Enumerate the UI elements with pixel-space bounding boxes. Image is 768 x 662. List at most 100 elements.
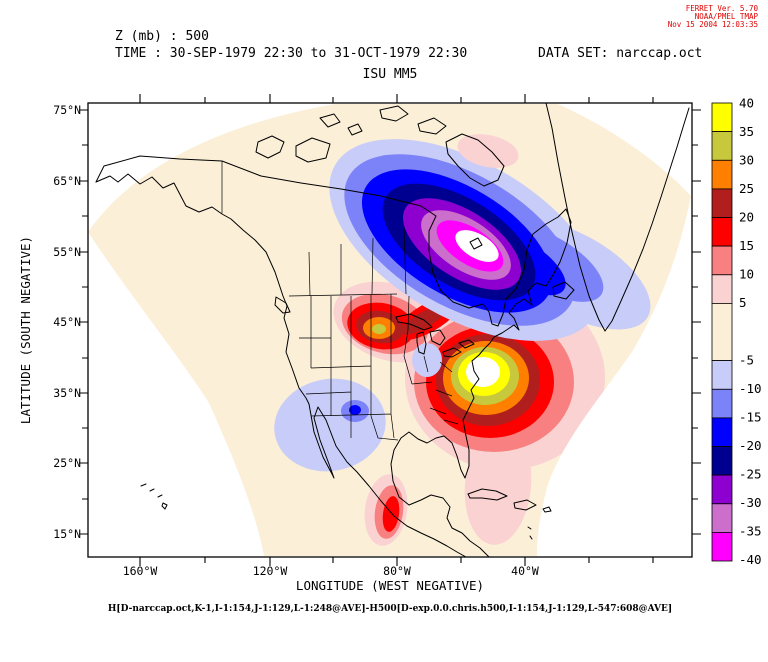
north-america-east-coast [95,155,572,557]
colorbar-label-m35: -35 [739,524,762,539]
hawaii-islands [140,483,168,510]
x-tick-80w: 80°W [383,564,411,578]
colorbar-label-20: 20 [739,210,754,225]
ferret-version-credit: FERRET Ver. 5.70 [686,4,759,13]
state-province-borders [288,227,459,441]
coastlines [95,103,690,557]
colorbar-cell-35to40 [711,102,733,133]
colorbar-cell-10to15 [711,245,733,276]
arctic-island-devon [417,117,447,135]
plot-timestamp: Nov 15 2004 12:03:35 [668,20,758,29]
colorbar-cell-m35tom30 [711,503,733,533]
variable-title: Z (mb) : 500 [115,29,209,44]
plot-frame [87,102,693,558]
colorbar-cell-m30tom25 [711,474,733,505]
north-america-west-coast [95,173,467,557]
y-tick-25n: 25°N [53,456,81,470]
colorbar-cell-m20tom15 [711,417,733,447]
colorbar-cells [711,102,733,562]
colorbar-label-15: 15 [739,238,754,253]
axis-ticks [79,94,701,566]
time-range-title: TIME : 30-SEP-1979 22:30 to 31-OCT-1979 … [115,46,467,61]
greenland-coast [545,103,690,332]
colorbar-label-10: 10 [739,267,754,282]
colorbar-label-m5: -5 [739,353,754,368]
y-major-ticks [79,109,701,535]
colorbar-cell-m40tom35 [711,532,733,562]
arctic-island-baffin [445,133,505,187]
y-minor-ticks [82,144,698,500]
colorbar-label-25: 25 [739,181,754,196]
island-cuba [467,488,508,501]
noaa-pmel-credit: NOAA/PMEL TMAP [695,12,759,21]
colorbar-label-40: 40 [739,96,754,111]
east-blob-over40 [466,357,500,387]
colorbar-label-m20: -20 [739,438,762,453]
colorbar-cell-m15tom10 [711,388,733,419]
x-tick-labels: 160°W 120°W 80°W 40°W [123,564,539,578]
colorbar-label-5: 5 [739,295,747,310]
colorbar-cell-15to20 [711,217,733,247]
colorbar-cell-m10tom5 [711,360,733,390]
y-tick-15n: 15°N [53,527,81,541]
lake-ontario [458,339,475,349]
arctic-island-small-1 [319,113,341,128]
island-puerto-rico [542,506,552,513]
colorbar-label-35: 35 [739,124,754,139]
colorbar-label-m15: -15 [739,410,762,425]
southwest-dot-m15tom20 [349,405,361,415]
canadian-province-borders [308,227,407,297]
colorbar-cell-m25tom20 [711,446,733,476]
island-vancouver [274,296,291,314]
colorbar-labels: 40 35 30 25 20 15 10 5 -5 -10 -15 -20 -2… [739,96,762,568]
x-major-ticks [139,94,526,566]
y-tick-45n: 45°N [53,315,81,329]
x-tick-160w: 160°W [123,564,158,578]
east-blob-south-5to10 [464,425,532,545]
eastern-state-borders [423,355,459,425]
island-newfoundland [552,281,575,300]
map-area [88,103,691,557]
y-tick-35n: 35°N [53,386,81,400]
x-axis-title: LONGITUDE (WEST NEGATIVE) [296,578,484,593]
y-tick-labels: 75°N 65°N 55°N 45°N 35°N 25°N 15°N [53,103,81,541]
x-minor-ticks [204,97,654,563]
western-state-borders [299,294,399,441]
arctic-island-banks [255,135,285,159]
island-southampton [469,237,483,250]
ohio-patch-m5tom10 [412,343,442,377]
ferret-expression: H[D-narccap.oct,K-1,I-1:154,J-1:129,L-1:… [108,604,672,614]
x-tick-120w: 120°W [253,564,288,578]
colorbar-cell-30to35 [711,131,733,161]
y-tick-65n: 65°N [53,174,81,188]
y-axis-title: LATITUDE (SOUTH NEGATIVE) [18,236,33,424]
colorbar-cell-m5to5 [711,302,733,361]
midwest-blob-30to35 [372,324,386,334]
us-canada-border [288,293,398,297]
arctic-island-victoria [295,137,331,163]
colorbar-cell-5to10 [711,274,733,304]
colorbar-label-30: 30 [739,153,754,168]
colorbar-label-m10: -10 [739,381,762,396]
model-subtitle: ISU MM5 [363,67,418,82]
lake-superior [395,313,433,331]
lake-erie [442,347,462,358]
arctic-island-ellesmere [379,105,409,122]
anomaly-field [274,134,651,546]
arctic-island-small-2 [347,123,363,136]
colorbar-cell-25to30 [711,159,733,190]
y-tick-75n: 75°N [53,103,81,117]
island-hispaniola [513,499,537,511]
colorbar-label-m25: -25 [739,467,762,482]
lake-huron [429,329,446,346]
x-tick-40w: 40°W [511,564,539,578]
lake-michigan [416,331,427,355]
y-tick-55n: 55°N [53,245,81,259]
colorbar-label-m40: -40 [739,552,762,567]
mexico-blob-15to20 [382,496,400,532]
north-blob-underm40 [455,230,499,262]
colorbar-cell-20to25 [711,188,733,218]
plains-borders [403,295,433,385]
